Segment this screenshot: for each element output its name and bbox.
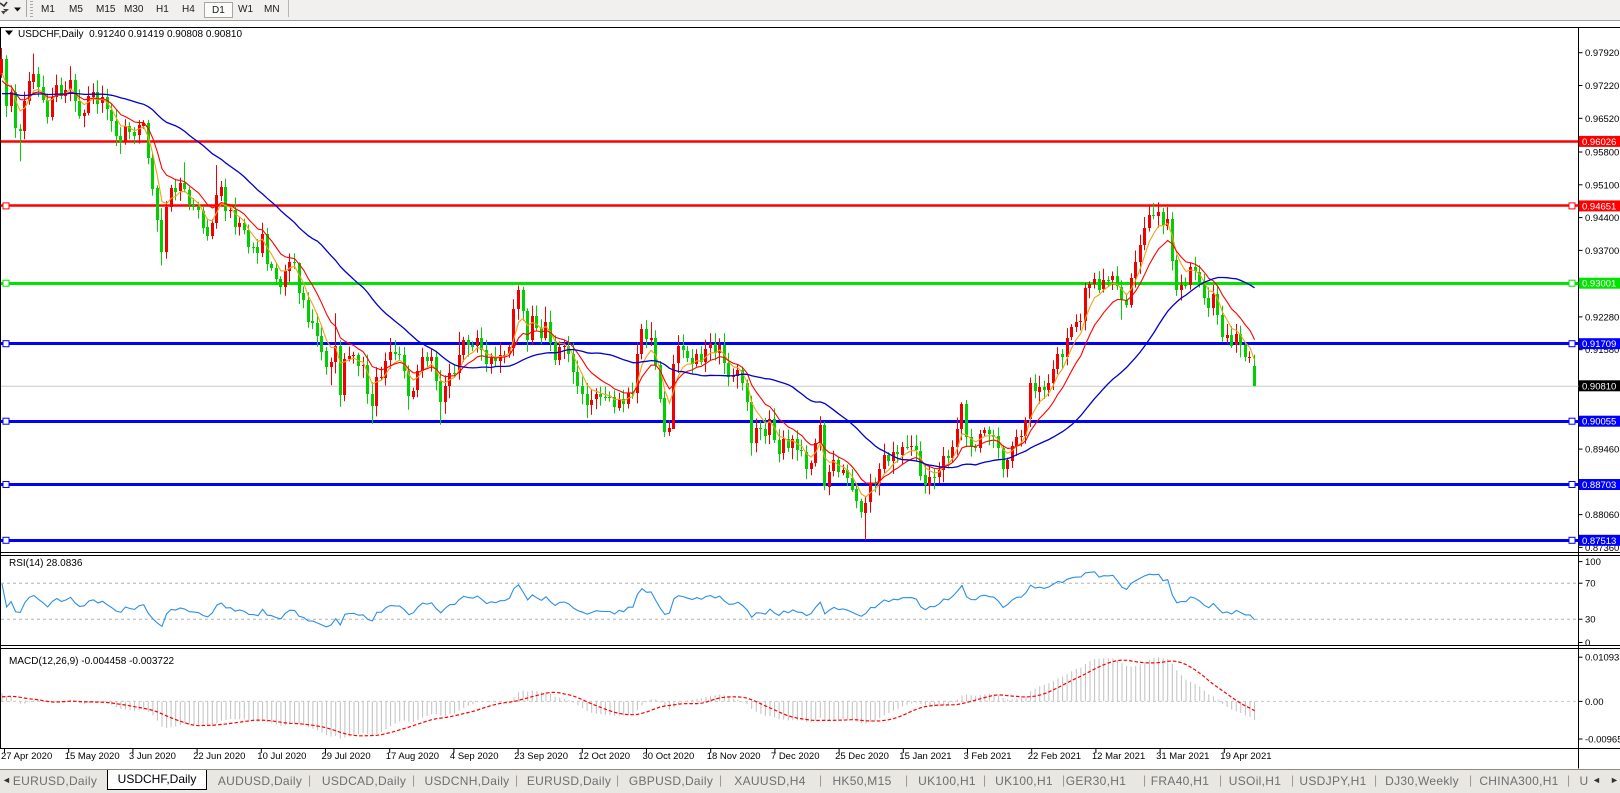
svg-text:22 Feb 2021: 22 Feb 2021 <box>1028 751 1081 762</box>
svg-text:4 Sep 2020: 4 Sep 2020 <box>450 751 499 762</box>
svg-text:0.96520: 0.96520 <box>1585 114 1619 125</box>
svg-text:10 Jul 2020: 10 Jul 2020 <box>257 751 306 762</box>
svg-text:22 Jun 2020: 22 Jun 2020 <box>193 751 245 762</box>
svg-text:3 Jun 2020: 3 Jun 2020 <box>129 751 176 762</box>
svg-text:0.89460: 0.89460 <box>1585 445 1619 456</box>
svg-text:70: 70 <box>1585 579 1596 590</box>
svg-text:3 Feb 2021: 3 Feb 2021 <box>964 751 1012 762</box>
svg-text:-0.009653: -0.009653 <box>1585 735 1620 746</box>
svg-text:30: 30 <box>1585 615 1596 626</box>
svg-text:0.87360: 0.87360 <box>1585 543 1619 554</box>
svg-text:25 Dec 2020: 25 Dec 2020 <box>835 751 889 762</box>
svg-text:0.010933: 0.010933 <box>1585 653 1620 664</box>
svg-text:0.95800: 0.95800 <box>1585 148 1619 159</box>
svg-text:0.97220: 0.97220 <box>1585 81 1619 92</box>
svg-text:0.90055: 0.90055 <box>1582 417 1616 428</box>
svg-text:7 Dec 2020: 7 Dec 2020 <box>771 751 820 762</box>
svg-text:0.87513: 0.87513 <box>1582 536 1616 547</box>
svg-text:0.97920: 0.97920 <box>1585 48 1619 59</box>
svg-text:18 Nov 2020: 18 Nov 2020 <box>707 751 761 762</box>
svg-text:19 Apr 2021: 19 Apr 2021 <box>1220 751 1271 762</box>
svg-text:100: 100 <box>1585 557 1601 568</box>
svg-text:17 Aug 2020: 17 Aug 2020 <box>386 751 439 762</box>
svg-text:27 Apr 2020: 27 Apr 2020 <box>1 751 52 762</box>
svg-text:0.90810: 0.90810 <box>1582 381 1616 392</box>
svg-text:23 Sep 2020: 23 Sep 2020 <box>514 751 568 762</box>
svg-text:29 Jul 2020: 29 Jul 2020 <box>322 751 371 762</box>
svg-text:USDCHF,Daily 0.91240 0.91419: USDCHF,Daily 0.91240 0.91419 0.90808 0.9… <box>18 29 242 40</box>
svg-text:0.91709: 0.91709 <box>1582 339 1616 350</box>
svg-text:0.93001: 0.93001 <box>1582 279 1616 290</box>
svg-text:0.95100: 0.95100 <box>1585 180 1619 191</box>
svg-text:0.93700: 0.93700 <box>1585 246 1619 257</box>
svg-text:0.88703: 0.88703 <box>1582 480 1616 491</box>
svg-text:RSI(14) 28.0836: RSI(14) 28.0836 <box>9 558 83 569</box>
svg-text:MACD(12,26,9) -0.004458 -0.003: MACD(12,26,9) -0.004458 -0.003722 <box>9 656 175 667</box>
svg-text:15 Jan 2021: 15 Jan 2021 <box>899 751 951 762</box>
svg-text:0.00: 0.00 <box>1585 697 1604 708</box>
svg-text:0.94651: 0.94651 <box>1582 201 1616 212</box>
svg-text:0.94400: 0.94400 <box>1585 213 1619 224</box>
svg-text:0: 0 <box>1585 638 1590 649</box>
svg-text:0.92280: 0.92280 <box>1585 312 1619 323</box>
svg-text:0.96026: 0.96026 <box>1582 137 1616 148</box>
svg-text:0.91580: 0.91580 <box>1585 345 1619 356</box>
svg-text:15 May 2020: 15 May 2020 <box>65 751 120 762</box>
svg-text:30 Oct 2020: 30 Oct 2020 <box>643 751 695 762</box>
svg-text:0.88060: 0.88060 <box>1585 510 1619 521</box>
svg-text:12 Mar 2021: 12 Mar 2021 <box>1092 751 1145 762</box>
svg-text:12 Oct 2020: 12 Oct 2020 <box>578 751 630 762</box>
svg-text:31 Mar 2021: 31 Mar 2021 <box>1156 751 1209 762</box>
